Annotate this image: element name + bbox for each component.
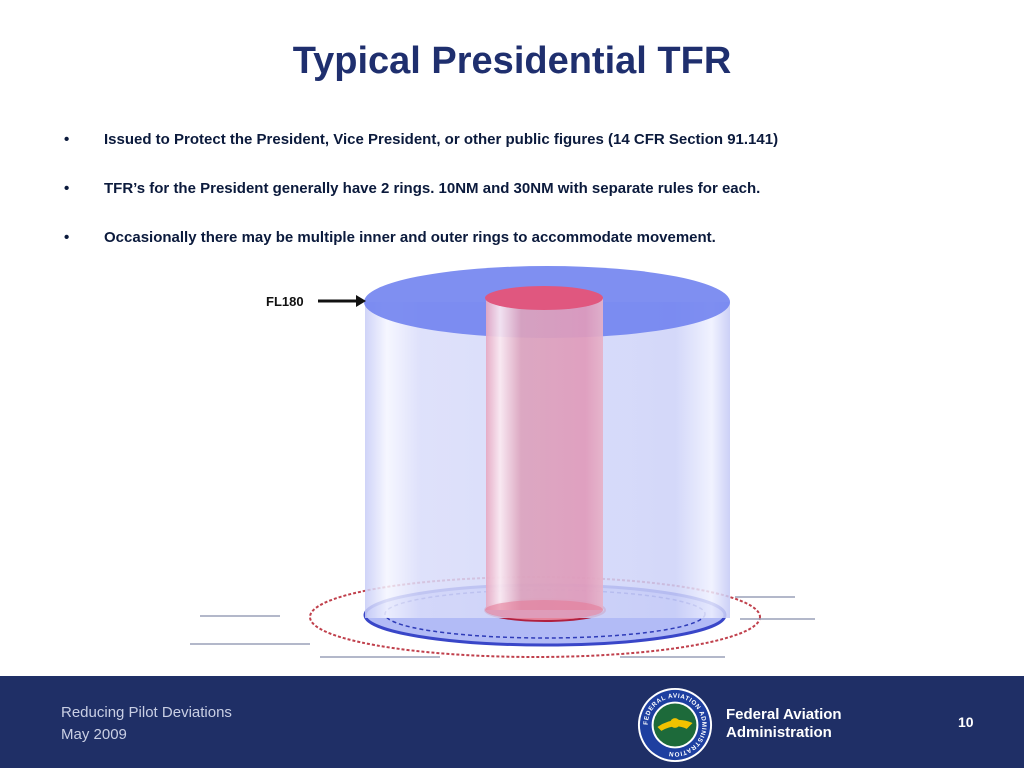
bullet-text: TFR’s for the President generally have 2… xyxy=(104,180,761,197)
bullet-marker: • xyxy=(64,229,70,246)
altitude-label: FL180 xyxy=(266,294,304,309)
bullet-text: Occasionally there may be multiple inner… xyxy=(104,229,716,246)
tfr-cylinder-diagram: FL180 xyxy=(190,266,815,658)
presentation-name: Reducing Pilot Deviations xyxy=(61,704,232,721)
agency-name-line2: Administration xyxy=(726,724,832,741)
inner-ring-cylinder xyxy=(485,286,603,620)
slide-title: Typical Presidential TFR xyxy=(292,40,732,82)
arrow-icon xyxy=(318,295,366,307)
bullet-marker: • xyxy=(64,180,70,197)
footer-info: Reducing Pilot Deviations May 2009 xyxy=(61,702,232,746)
agency-name: Federal Aviation Administration xyxy=(726,706,842,742)
bullet-item: • TFR’s for the President generally have … xyxy=(62,177,962,226)
page-number: 10 xyxy=(958,714,974,730)
bullet-list: • Issued to Protect the President, Vice P… xyxy=(62,128,962,275)
bullet-marker: • xyxy=(64,131,70,148)
agency-name-line1: Federal Aviation xyxy=(726,706,842,723)
faa-seal-icon: FEDERAL AVIATION ADMINISTRATION xyxy=(637,687,713,763)
bullet-text: Issued to Protect the President, Vice Pr… xyxy=(104,131,779,148)
bullet-item: • Issued to Protect the President, Vice P… xyxy=(62,128,962,177)
presentation-date: May 2009 xyxy=(61,726,127,743)
bullet-item: • Occasionally there may be multiple inne… xyxy=(62,226,962,275)
footer-bar: Reducing Pilot Deviations May 2009 FEDER… xyxy=(0,676,1024,768)
